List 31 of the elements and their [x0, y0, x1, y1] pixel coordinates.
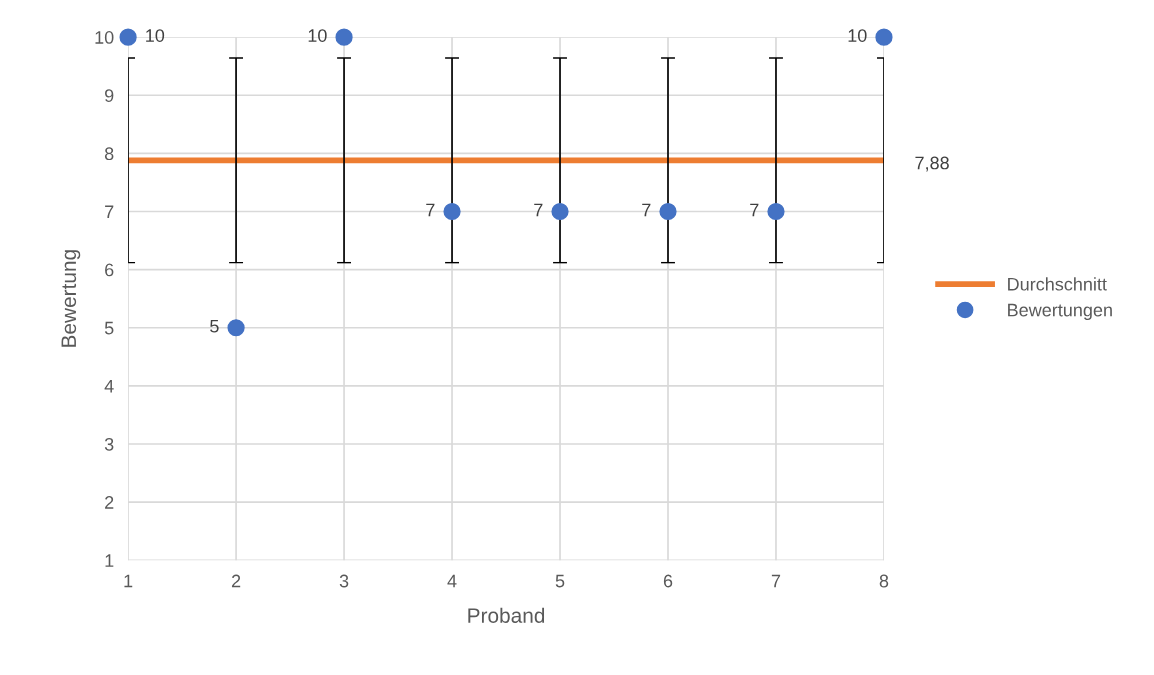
data-label: 7	[426, 203, 435, 217]
y-tick-label: 1	[105, 554, 114, 567]
x-tick-label: 2	[231, 574, 241, 588]
y-tick-label: 3	[104, 437, 114, 451]
x-tick-label: 6	[663, 574, 673, 588]
y-tick-label: 6	[105, 263, 114, 277]
x-tick-label: 7	[771, 574, 781, 588]
data-label: 10	[308, 29, 327, 42]
data-label: 7	[534, 203, 543, 217]
data-label: 5	[210, 320, 219, 333]
y-tick-label: 5	[104, 321, 114, 335]
data-label: 10	[146, 29, 165, 42]
legend-label: Durchschnitt	[1008, 277, 1107, 291]
y-tick-label: 10	[95, 31, 114, 44]
y-tick-label: 7	[105, 205, 114, 219]
x-axis-title: Proband	[468, 607, 545, 623]
x-tick-label: 5	[555, 574, 565, 588]
y-tick-label: 9	[105, 89, 114, 102]
x-tick-label: 4	[447, 574, 457, 588]
data-label: 7	[642, 203, 651, 217]
y-tick-label: 8	[104, 147, 114, 161]
data-label: 10	[848, 29, 867, 42]
data-label: 7	[750, 203, 759, 217]
x-tick-label: 8	[879, 574, 889, 588]
legend-label: Bewertungen	[1008, 303, 1112, 321]
data-label: 7,88	[915, 156, 949, 172]
y-tick-label: 4	[104, 380, 114, 393]
x-tick-label: 3	[339, 574, 349, 588]
y-tick-label: 2	[105, 496, 114, 509]
x-tick-label: 1	[124, 574, 133, 588]
y-axis-title: Bewertung	[61, 250, 81, 347]
